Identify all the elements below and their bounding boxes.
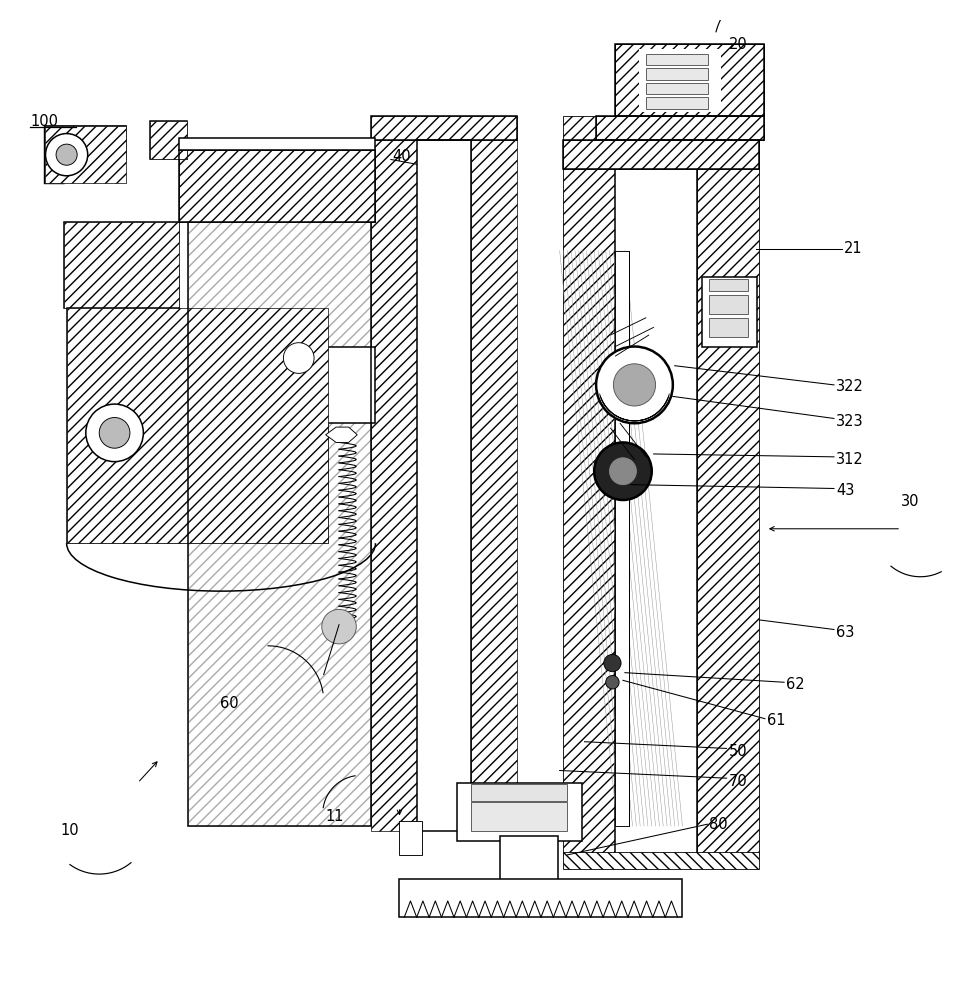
Polygon shape: [44, 126, 126, 183]
Text: 312: 312: [835, 452, 863, 467]
Circle shape: [613, 364, 654, 406]
Circle shape: [45, 134, 87, 176]
Bar: [646, 97, 707, 109]
Text: 322: 322: [835, 379, 863, 394]
Text: 50: 50: [727, 744, 747, 759]
Bar: [179, 138, 375, 150]
Text: 21: 21: [843, 241, 861, 256]
Bar: [471, 784, 567, 801]
Text: 10: 10: [61, 823, 80, 838]
Bar: [188, 174, 370, 826]
Bar: [615, 251, 628, 826]
Bar: [63, 222, 179, 308]
Circle shape: [321, 609, 356, 644]
Bar: [708, 295, 747, 314]
Bar: [604, 450, 644, 490]
Bar: [370, 116, 517, 140]
Bar: [562, 852, 758, 869]
Bar: [188, 174, 370, 826]
Bar: [179, 150, 375, 222]
Circle shape: [86, 404, 143, 462]
Polygon shape: [325, 427, 357, 442]
Circle shape: [56, 144, 77, 165]
Circle shape: [609, 458, 636, 485]
Bar: [416, 140, 471, 831]
Text: 63: 63: [835, 625, 853, 640]
Bar: [639, 49, 720, 112]
Bar: [66, 308, 327, 543]
Bar: [150, 121, 186, 159]
Bar: [615, 44, 763, 116]
Bar: [615, 44, 763, 116]
Bar: [708, 279, 747, 291]
Bar: [399, 821, 422, 855]
Circle shape: [605, 676, 619, 689]
Bar: [596, 116, 763, 140]
Text: 30: 30: [900, 494, 919, 509]
Text: 80: 80: [708, 817, 727, 832]
Polygon shape: [66, 308, 375, 543]
Bar: [562, 116, 758, 140]
Bar: [646, 68, 707, 80]
Text: 40: 40: [392, 149, 411, 164]
Text: 70: 70: [727, 774, 747, 789]
Text: 11: 11: [325, 809, 344, 824]
Text: 60: 60: [220, 696, 238, 711]
Text: 100: 100: [30, 114, 58, 129]
Bar: [562, 140, 615, 855]
Bar: [562, 140, 758, 169]
Text: 323: 323: [835, 414, 863, 429]
Bar: [596, 116, 763, 140]
Polygon shape: [63, 222, 179, 308]
Circle shape: [594, 442, 651, 500]
Bar: [150, 121, 186, 159]
Bar: [646, 83, 707, 94]
Text: 62: 62: [785, 677, 803, 692]
Circle shape: [283, 343, 314, 373]
Bar: [399, 879, 681, 917]
Text: 20: 20: [727, 37, 747, 52]
Bar: [696, 140, 758, 855]
Circle shape: [99, 418, 130, 448]
Circle shape: [604, 654, 621, 672]
Text: 61: 61: [766, 713, 784, 728]
Circle shape: [596, 347, 672, 423]
Bar: [416, 140, 471, 831]
Bar: [370, 116, 517, 140]
Bar: [471, 140, 517, 831]
Bar: [179, 150, 375, 222]
Text: 43: 43: [835, 483, 853, 498]
Bar: [471, 802, 567, 831]
Bar: [708, 318, 747, 337]
Bar: [615, 140, 696, 855]
Bar: [44, 126, 126, 183]
Bar: [615, 140, 696, 855]
Bar: [646, 54, 707, 65]
Bar: [456, 783, 581, 841]
Bar: [701, 277, 756, 347]
Bar: [370, 140, 416, 831]
Bar: [500, 836, 557, 884]
Bar: [562, 140, 758, 169]
